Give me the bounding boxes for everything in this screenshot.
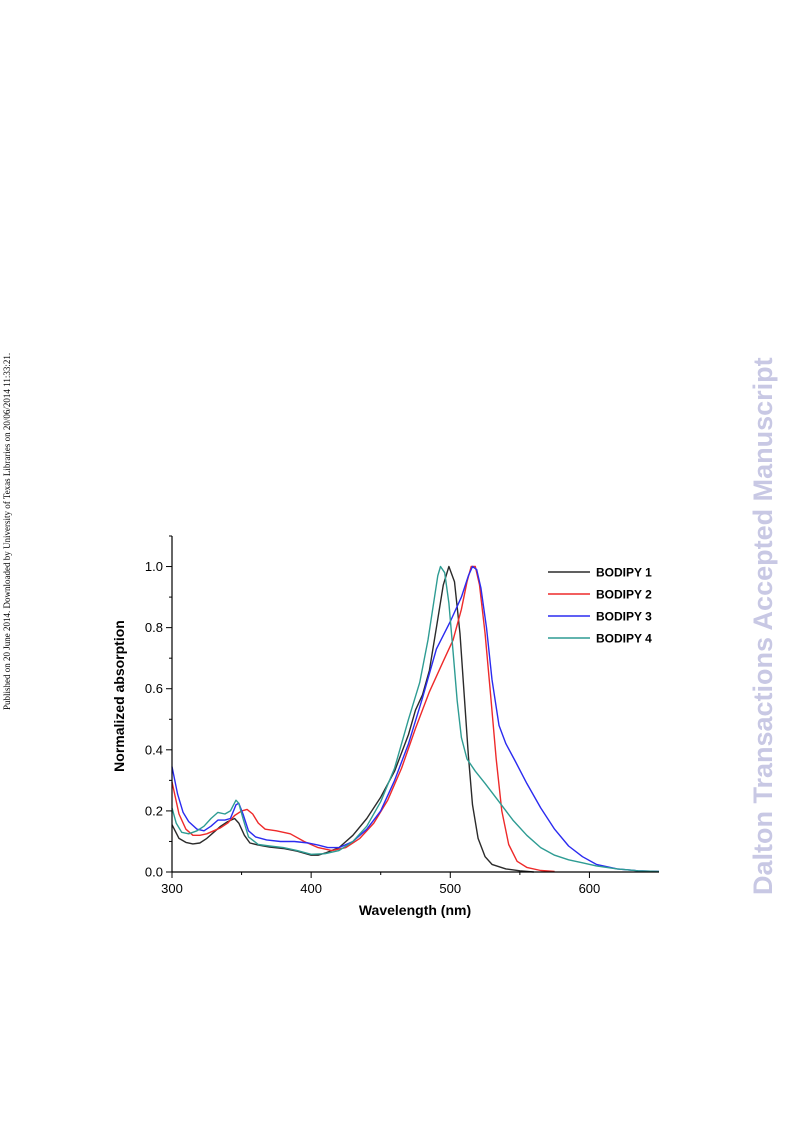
y-tick-label: 0.2 xyxy=(145,803,163,818)
x-tick-label: 500 xyxy=(439,881,461,896)
axes-layer xyxy=(171,536,659,873)
y-tick-label: 0.0 xyxy=(145,865,163,880)
series-line-bodipy-3 xyxy=(171,565,660,873)
legend-label: BODIPY 2 xyxy=(596,588,652,602)
y-tick-label: 0.4 xyxy=(145,742,163,757)
x-axis-title: Wavelength (nm) xyxy=(359,902,471,918)
series-line-bodipy-4 xyxy=(171,565,660,873)
legend-label: BODIPY 3 xyxy=(596,610,652,624)
series-line-bodipy-2 xyxy=(171,565,555,873)
x-tick-label: 600 xyxy=(579,881,601,896)
y-axis-title: Normalized absorption xyxy=(111,620,127,772)
legend: BODIPY 1 BODIPY 2 BODIPY 3 BODIPY 4 xyxy=(548,566,652,646)
y-tick-label: 0.8 xyxy=(145,620,163,635)
ticks-layer: 300 400 500 600 0.0 0.2 0.4 0.6 0.8 1.0 xyxy=(145,535,601,896)
legend-label: BODIPY 4 xyxy=(596,632,652,646)
x-tick-label: 400 xyxy=(300,881,322,896)
x-tick-label: 300 xyxy=(161,881,183,896)
y-tick-label: 0.6 xyxy=(145,681,163,696)
series-line-bodipy-1 xyxy=(171,565,534,873)
y-tick-label: 1.0 xyxy=(145,559,163,574)
series-layer xyxy=(171,565,660,873)
legend-label: BODIPY 1 xyxy=(596,566,652,580)
